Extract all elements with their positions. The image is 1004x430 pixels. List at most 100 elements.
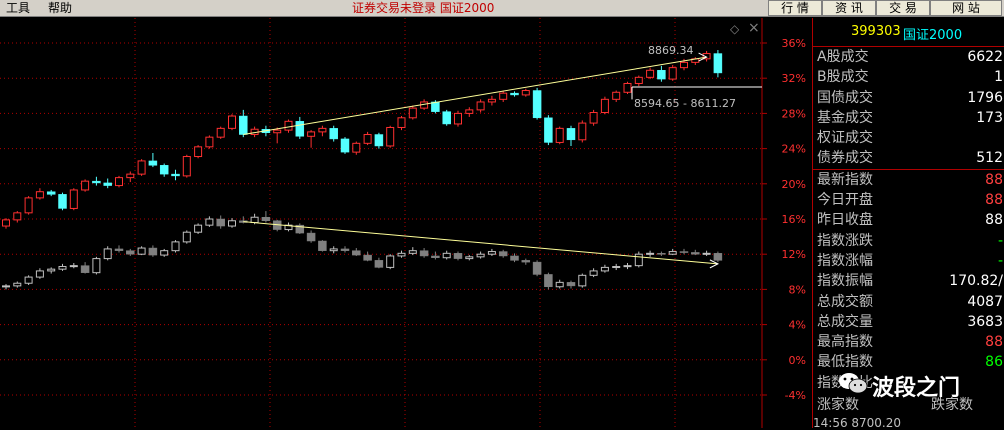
stat-label: 最低指数 — [817, 354, 873, 371]
candle-body — [634, 253, 643, 267]
y-tick-label: 36% — [782, 37, 806, 50]
y-tick-label: 28% — [782, 107, 806, 120]
y-tick-label: 12% — [782, 248, 806, 261]
website-button[interactable]: 网 站 — [930, 0, 1002, 16]
candle-body — [510, 255, 519, 261]
kline-chart-area[interactable]: 36% 32% 28% 24% 20% 16% 12% 8% 4% 0% -4% 8869.34 859… — [0, 18, 812, 428]
candle-body — [612, 266, 621, 269]
candle-body — [250, 216, 259, 224]
candle-body — [194, 146, 203, 158]
stat-label: B股成交 — [817, 69, 869, 86]
menu-help[interactable]: 帮助 — [48, 1, 73, 15]
candle-body — [216, 218, 225, 227]
candle-body — [600, 266, 609, 272]
candle-body — [182, 156, 191, 177]
candle-body — [386, 126, 395, 147]
candle-body — [498, 251, 508, 257]
candle-body — [646, 252, 655, 255]
stat-value: 4087 — [967, 293, 1003, 310]
candle-body — [171, 241, 180, 252]
lower-trend-arrow — [709, 259, 720, 269]
candle-body — [668, 251, 677, 255]
candle-body — [476, 253, 485, 258]
index-name: 国证2000 — [903, 28, 963, 43]
stat-label: 总成交量 — [817, 313, 873, 330]
candle-body — [578, 274, 587, 287]
candle-body — [397, 117, 406, 128]
candle-body — [487, 98, 496, 103]
stat-value: 173 — [976, 109, 1003, 126]
candle-body — [103, 182, 112, 186]
stat-row: A股成交 6622 — [813, 47, 1004, 67]
candle-body — [476, 101, 485, 111]
candle-body — [2, 219, 10, 227]
stat-value: 86 — [985, 354, 1003, 371]
candle-body — [295, 121, 305, 137]
stat-label: 国债成交 — [817, 89, 873, 106]
y-tick-label: 24% — [782, 143, 806, 156]
candle-body — [691, 252, 700, 255]
candle-body — [397, 252, 406, 257]
candle-body — [465, 256, 474, 260]
candle-body — [623, 82, 632, 93]
candle-body — [2, 285, 10, 288]
stat-label: 基金成交 — [817, 109, 873, 126]
menu-tools[interactable]: 工具 — [6, 1, 31, 15]
quotes-button[interactable]: 行 情 — [768, 0, 822, 16]
candle-body — [555, 127, 564, 143]
candle-body — [702, 53, 711, 60]
candle-body — [532, 261, 542, 275]
stat-row: 昨日收盘 88 — [813, 210, 1004, 230]
candle-body — [713, 53, 723, 74]
candle-body — [148, 160, 158, 166]
watermark: 波段之门 — [838, 366, 970, 402]
stat-row: 指数涨跌 - — [813, 231, 1004, 251]
candle-body — [261, 216, 271, 222]
candle-body — [657, 70, 666, 80]
candle-body — [47, 268, 56, 272]
candle-body — [160, 250, 169, 256]
candle-body — [295, 224, 305, 234]
stat-label: 总成交额 — [817, 293, 873, 310]
y-tick-label: 8% — [789, 283, 806, 296]
y-tick-label: 4% — [789, 319, 806, 332]
candle-body — [578, 122, 587, 141]
candle-body — [600, 98, 609, 114]
stat-row: 指数涨幅 - — [813, 251, 1004, 271]
stat-value: 88 — [985, 171, 1003, 188]
stat-label: 指数振幅 — [817, 273, 873, 290]
y-tick-label: 20% — [782, 178, 806, 191]
candle-body — [499, 92, 508, 100]
stat-value: 170.82/ — [949, 273, 1003, 290]
candle-body — [374, 134, 384, 147]
candle-body — [555, 281, 564, 288]
candle-body — [386, 255, 395, 268]
candle-body — [318, 127, 327, 133]
stat-label: 指数涨幅 — [817, 252, 873, 269]
candle-body — [92, 180, 101, 184]
candle-body — [126, 250, 135, 255]
candle-body — [408, 250, 417, 254]
news-button[interactable]: 资 讯 — [822, 0, 876, 16]
close-icon[interactable]: × — [748, 20, 760, 36]
candle-body — [329, 128, 338, 140]
candle-body — [544, 274, 553, 288]
restore-icon[interactable]: ◇ — [730, 22, 740, 36]
candle-body — [194, 224, 203, 233]
trade-button[interactable]: 交 易 — [876, 0, 930, 16]
candle-body — [521, 90, 530, 96]
index-code: 399303 — [851, 24, 901, 39]
stat-value: 88 — [985, 192, 1003, 209]
candle-body — [453, 253, 463, 259]
stat-row: 最高指数 88 — [813, 332, 1004, 352]
stat-label: A股成交 — [817, 49, 869, 65]
stat-label: 最新指数 — [817, 171, 873, 188]
candle-body — [623, 265, 632, 268]
candle-body — [431, 101, 440, 112]
candle-body — [465, 109, 474, 114]
candle-body — [69, 189, 78, 209]
stat-label: 昨日收盘 — [817, 212, 873, 229]
candle-body — [679, 251, 689, 253]
candle-body — [646, 69, 655, 78]
kline-chart[interactable]: 36% 32% 28% 24% 20% 16% 12% 8% 4% 0% -4% 8869.34 859… — [0, 18, 812, 428]
